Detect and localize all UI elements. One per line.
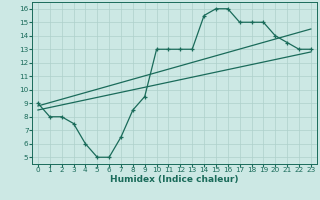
X-axis label: Humidex (Indice chaleur): Humidex (Indice chaleur): [110, 175, 239, 184]
